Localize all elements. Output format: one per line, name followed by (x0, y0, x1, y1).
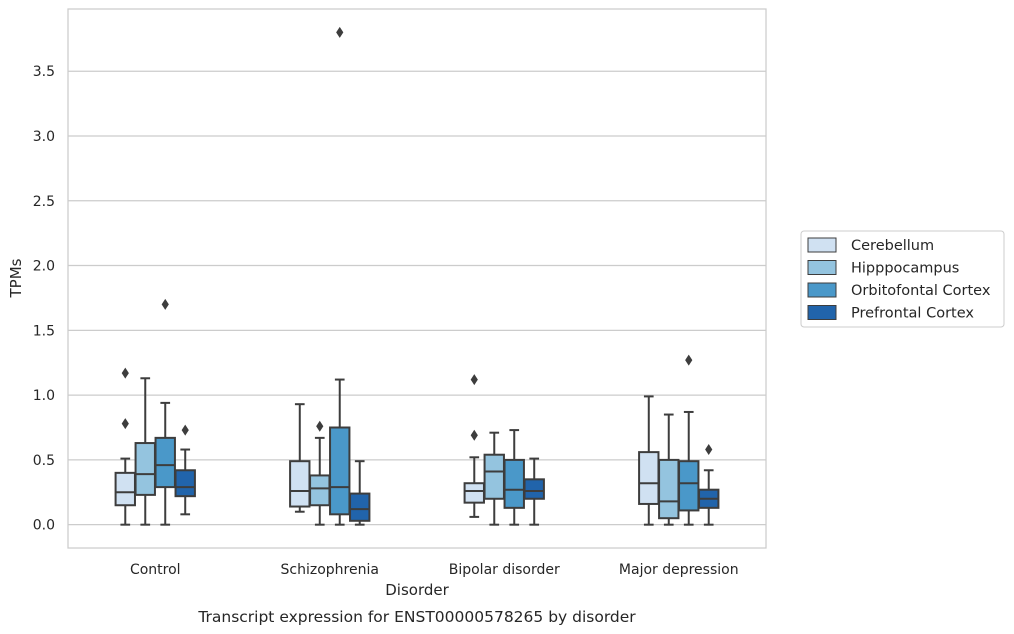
y-tick-label: 2.5 (33, 194, 55, 210)
box-hipppocampus (134, 377, 156, 526)
box-prefrontal-cortex (698, 444, 720, 526)
y-tick-label: 1.0 (33, 388, 55, 404)
iqr-box (114, 471, 136, 507)
legend-swatch (807, 305, 837, 320)
x-tick-label: Bipolar disorder (449, 562, 560, 578)
box-prefrontal-cortex (349, 460, 371, 526)
box-orbitofontal-cortex (329, 26, 351, 526)
legend-swatch (807, 237, 837, 253)
x-axis-ticks: Control Schizophrenia Bipolar disorder Majo… (130, 562, 739, 578)
iqr-box (678, 460, 700, 512)
legend-label: Orbitofontal Cortex (851, 283, 991, 299)
legend-label: Hipppocampus (851, 261, 959, 277)
outlier-point (316, 420, 324, 432)
box-cerebellum (114, 367, 136, 526)
outlier-point (181, 424, 189, 436)
legend-label: Prefrontal Cortex (851, 306, 974, 322)
outlier-point (685, 354, 693, 366)
outlier-point (336, 26, 344, 38)
iqr-box (658, 458, 680, 520)
box-hipppocampus (658, 413, 680, 526)
iqr-box (503, 458, 525, 509)
legend: Cerebellum Hipppocampus Orbitofontal Corte… (800, 230, 1005, 328)
y-tick-label: 2.0 (33, 259, 55, 275)
iqr-box (134, 442, 156, 496)
iqr-box (638, 451, 660, 505)
box-groups (114, 26, 720, 526)
y-tick-label: 3.0 (33, 129, 55, 145)
iqr-box (174, 469, 196, 498)
x-tick-label: Control (130, 562, 181, 578)
outlier-point (121, 418, 129, 430)
legend-swatch (807, 282, 837, 298)
box-orbitofontal-cortex (154, 298, 176, 526)
x-tick-label: Schizophrenia (281, 562, 379, 578)
box-prefrontal-cortex (174, 424, 196, 516)
y-tick-label: 1.5 (33, 323, 55, 339)
figure-caption: Transcript expression for ENST0000057826… (197, 608, 636, 626)
legend-swatch (807, 260, 837, 275)
box-orbitofontal-cortex (678, 354, 700, 526)
outlier-point (470, 429, 478, 441)
y-axis-title: TPMs (7, 258, 25, 298)
y-axis-ticks: 0.0 0.5 1.0 1.5 2.0 2.5 3.0 3.5 (33, 64, 55, 533)
y-tick-label: 3.5 (33, 64, 55, 80)
x-axis-title: Disorder (385, 581, 449, 599)
iqr-box (329, 426, 351, 516)
outlier-point (705, 444, 713, 456)
iqr-box (463, 482, 485, 504)
iqr-box (289, 460, 311, 508)
plot-frame (67, 8, 767, 549)
iqr-box (154, 436, 176, 489)
iqr-box (483, 453, 505, 500)
box-cerebellum (289, 403, 311, 513)
y-tick-label: 0.5 (33, 453, 55, 469)
outlier-point (161, 298, 169, 310)
iqr-box (349, 492, 371, 522)
x-tick-label: Major depression (619, 562, 739, 578)
y-tick-label: 0.0 (33, 518, 55, 534)
iqr-box (523, 478, 545, 500)
box-prefrontal-cortex (523, 457, 545, 526)
iqr-box (309, 474, 331, 507)
legend-frame (800, 230, 1005, 328)
outlier-point (121, 367, 129, 379)
outlier-point (470, 374, 478, 386)
legend-label: Cerebellum (851, 238, 934, 254)
